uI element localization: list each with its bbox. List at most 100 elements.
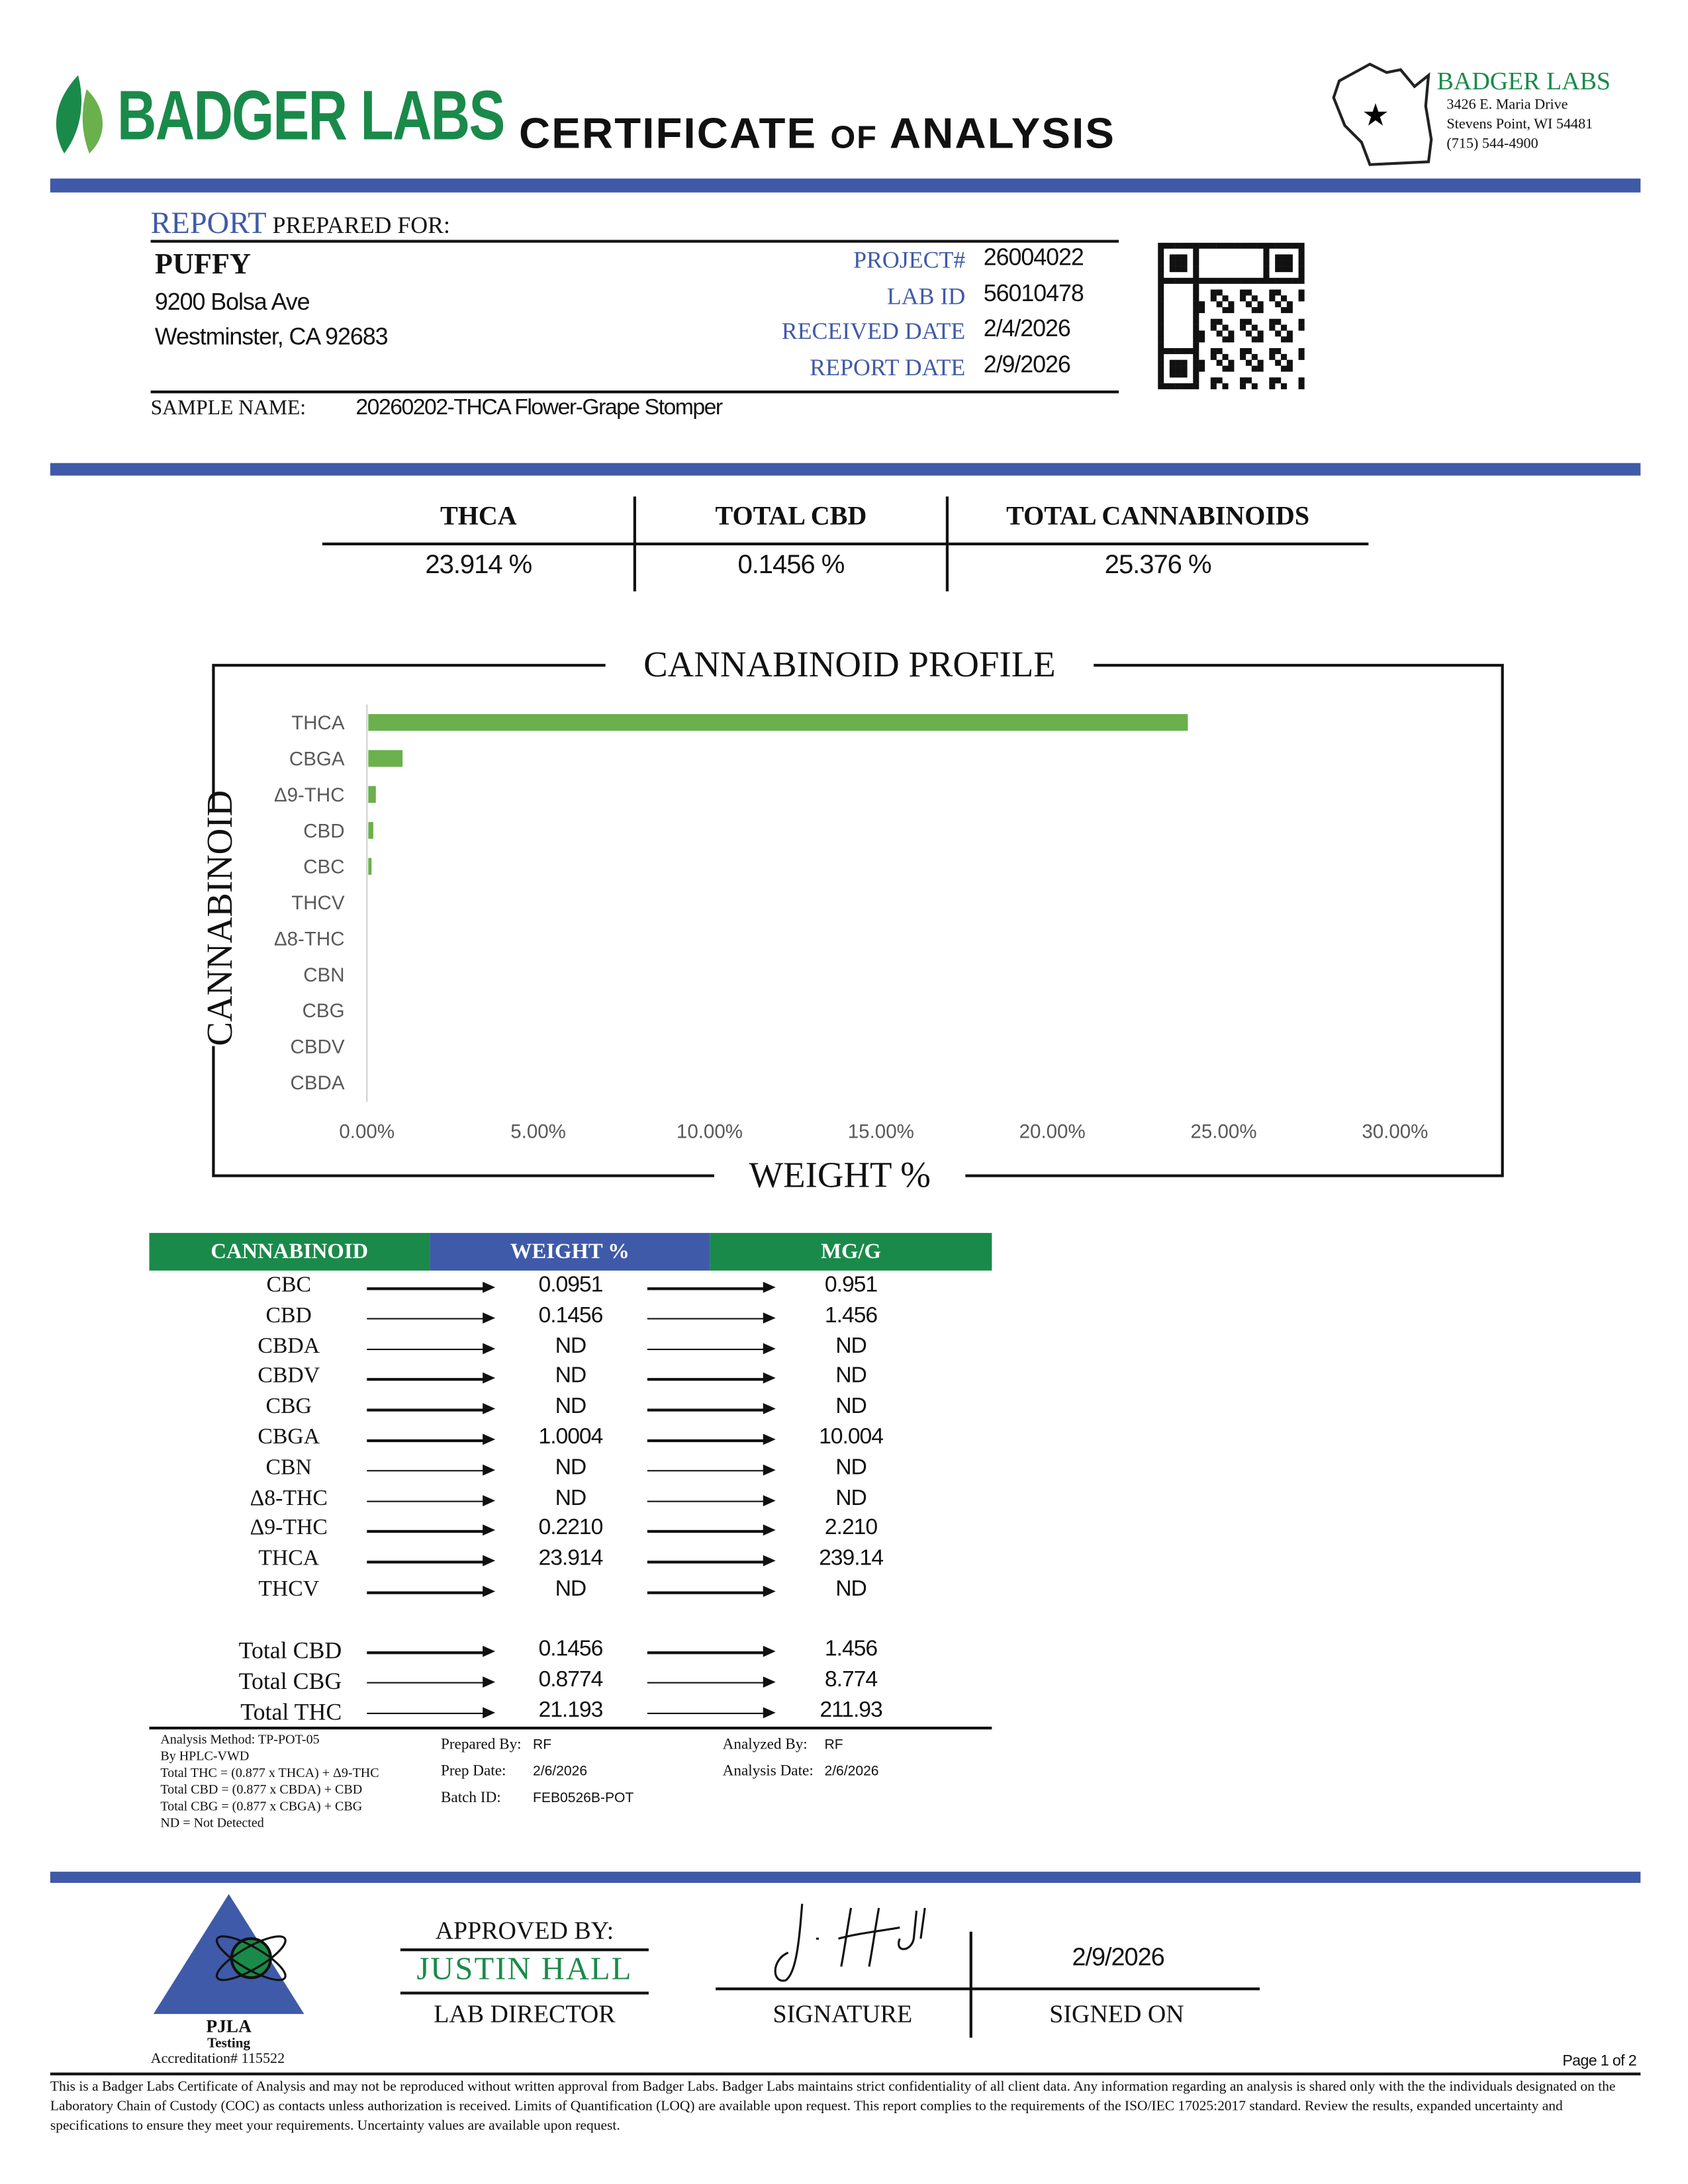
arrow-icon [647,1435,776,1444]
summary-value: 0.1456 % [737,551,845,580]
cannabinoid-name: Δ9-THC [250,1516,328,1541]
mgg-value: 0.951 [824,1273,878,1297]
arrow-icon [367,1404,496,1414]
arrow-icon [647,1496,776,1505]
arrow-icon [647,1707,776,1717]
mgg-value: 211.93 [820,1698,882,1722]
y-tick-label: CBD [303,820,344,842]
weight-value: ND [555,1364,587,1388]
header-mgg: MG/G [710,1232,992,1271]
weight-value: 0.2210 [538,1516,604,1541]
table-row: CBN ND ND [149,1456,992,1485]
bar-THCA [368,713,1188,731]
pjla-sub: Testing [207,2036,251,2052]
x-tick-label: 15.00% [848,1121,914,1143]
signature-image [774,1903,926,1982]
y-tick-label: CBN [303,964,344,986]
arrow-icon [647,1283,776,1292]
note-line: Total THC = (0.877 x THCA) + Δ9-THC [160,1767,379,1782]
weight-value: 0.1456 [538,1303,604,1328]
arrow-icon [367,1647,496,1656]
signature-label: SIGNATURE [773,2000,913,2028]
y-tick-label: CBGA [289,749,345,770]
sample-name: 20260202-THCA Flower-Grape Stomper [355,396,723,420]
weight-value: ND [555,1394,587,1419]
arrow-icon [647,1677,776,1686]
mgg-value: 2.210 [824,1516,878,1541]
cannabinoid-name: CBD [265,1303,312,1328]
note-line: ND = Not Detected [160,1817,264,1832]
chart-title: CANNABINOID PROFILE [605,644,1094,686]
table-row: Δ8-THC ND ND [149,1486,992,1516]
divider-bar [50,1872,1641,1883]
meta-value: 26004022 [983,244,1084,271]
meta-value: 2/4/2026 [983,315,1071,342]
weight-value: 0.8774 [538,1668,604,1692]
arrow-icon [647,1313,776,1322]
brand-name: BADGER LABS [117,76,505,155]
x-tick-label: 20.00% [1019,1121,1086,1143]
badger-leaf-logo-icon [56,75,103,154]
svg-text:★: ★ [1362,99,1389,133]
meta-label: PROJECT# [853,247,966,274]
summary-label: TOTAL CANNABINOIDS [1006,502,1310,531]
approver-title: LAB DIRECTOR [434,2000,616,2028]
table-row: CBGA 1.0004 10.004 [149,1426,992,1455]
note-line: Analysis Method: TP-POT-05 [160,1733,320,1748]
arrow-icon [647,1647,776,1656]
pjla-text: PJLA [206,2015,252,2036]
x-tick-label: 10.00% [677,1121,743,1143]
approved-by-label: APPROVED BY: [435,1916,614,1944]
mgg-value: 1.456 [824,1637,878,1661]
summary-value: 23.914 % [425,551,532,580]
table-row: CBG ND ND [149,1395,992,1424]
y-tick-label: Δ9-THC [274,784,345,806]
x-tick-label: 5.00% [510,1121,566,1143]
qr-code-icon[interactable] [1158,242,1305,390]
weight-value: ND [555,1334,587,1358]
pjla-logo-icon [153,1893,305,2015]
y-tick-label: CBC [303,856,344,878]
meta-label: REPORT DATE [810,353,966,381]
cannabinoid-name: CBDA [258,1334,320,1358]
client-address-1: 9200 Bolsa Ave [154,289,310,316]
bar-CBGA [368,750,403,767]
weight-value: 21.193 [538,1698,604,1722]
meta-label: RECEIVED DATE [781,318,966,345]
arrow-icon [367,1526,496,1535]
weight-value: ND [555,1577,587,1602]
x-tick-label: 0.00% [339,1121,395,1143]
table-row: CBD 0.1456 1.456 [149,1304,992,1333]
summary-label: TOTAL CBD [715,502,867,531]
note-line: Total CBG = (0.877 x CBGA) + CBG [160,1800,363,1815]
report-prepared-for: REPORT PREPARED FOR: [150,205,451,240]
arrow-icon [647,1404,776,1414]
bar-CBD [368,822,373,839]
lab-address: 3426 E. Maria Drive Stevens Point, WI 544… [1446,97,1593,152]
weight-value: 1.0004 [538,1425,604,1449]
analysis-info: Analyzed By: RF Analysis Date: 2/6/2026 [722,1736,879,1780]
lab-name: BADGER LABS [1436,67,1611,95]
cannabinoid-name: CBG [265,1394,312,1419]
arrow-icon [647,1557,776,1565]
sample-name-label: SAMPLE NAME: [150,397,306,420]
weight-value: 0.1456 [538,1637,604,1661]
arrow-icon [367,1283,496,1292]
weight-value: 23.914 [538,1547,604,1571]
cannabinoid-name: CBGA [258,1425,320,1449]
signed-on-label: SIGNED ON [1049,2000,1184,2028]
cannabinoid-name: THCV [258,1577,320,1602]
mgg-value: 10.004 [819,1425,884,1449]
header-weight: WEIGHT % [430,1232,710,1271]
disclaimer: This is a Badger Labs Certificate of Ana… [50,2079,1616,2134]
chart-x-label: WEIGHT % [714,1154,966,1197]
arrow-icon [367,1374,496,1383]
cannabinoid-name: CBC [266,1273,311,1297]
cannabinoid-name: Total THC [240,1698,342,1725]
table-row: CBDV ND ND [149,1365,992,1394]
cannabinoid-name: THCA [258,1547,320,1571]
arrow-icon [367,1313,496,1322]
arrow-icon [367,1465,496,1475]
arrow-icon [647,1587,776,1596]
mgg-value: ND [835,1334,867,1358]
